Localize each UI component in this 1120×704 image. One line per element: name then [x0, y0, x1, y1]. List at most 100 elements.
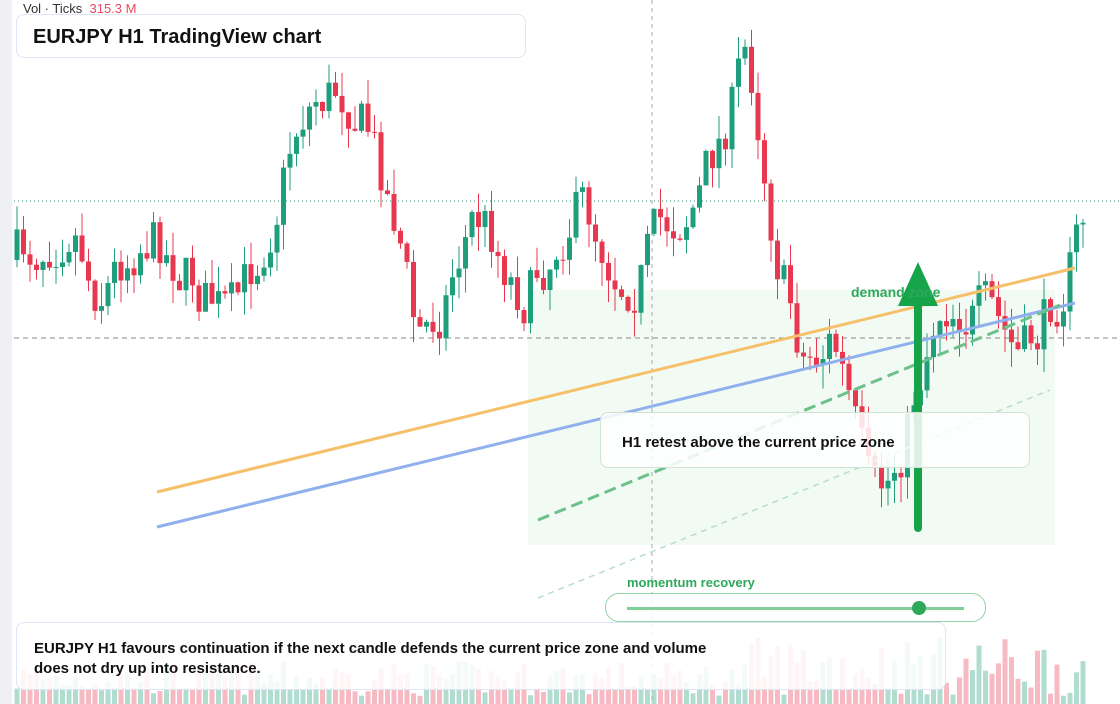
arrow-head: [898, 262, 938, 306]
volume-bar: [307, 677, 312, 704]
candle-body: [970, 305, 975, 335]
candle-body: [1002, 316, 1008, 330]
candle-body: [391, 194, 397, 231]
volume-bar: [73, 676, 78, 704]
volume-bar: [638, 676, 644, 704]
candle-body: [261, 267, 267, 276]
candle-body: [339, 95, 345, 113]
volume-bar: [716, 695, 722, 704]
candle-body: [1048, 299, 1053, 322]
candle-body: [801, 352, 806, 357]
volume-bar: [508, 687, 514, 704]
candle-body: [651, 208, 657, 234]
candle-body: [1067, 252, 1073, 312]
candle-body: [599, 241, 605, 263]
volume-bar: [131, 687, 137, 704]
slider-knob: [912, 601, 926, 615]
volume-bar: [1015, 678, 1021, 704]
candle-body: [729, 86, 735, 150]
volume-bar: [1022, 681, 1027, 704]
candle-body: [944, 321, 949, 327]
candle-body: [144, 253, 150, 259]
candle-body: [443, 295, 449, 339]
candle-body: [723, 138, 728, 150]
volume-bar: [222, 676, 228, 704]
candle-body: [1080, 222, 1086, 225]
candle-body: [554, 259, 559, 270]
volume-bar: [898, 693, 904, 704]
candle-body: [996, 297, 1001, 317]
candle-body: [846, 363, 852, 391]
volume-value: 315.3 M: [89, 1, 137, 16]
volume-bar: [320, 677, 325, 704]
retest-text: H1 retest above the current price zone: [622, 434, 895, 451]
candle-body: [515, 277, 520, 311]
candle-body: [47, 261, 52, 268]
candle-body: [346, 112, 351, 129]
candle-body: [1035, 343, 1040, 350]
volume-bar: [1035, 650, 1040, 704]
candle-body: [1061, 311, 1066, 327]
candle-body: [677, 238, 683, 240]
volume-bar: [112, 687, 117, 704]
candle-body: [60, 262, 65, 268]
candle-body: [255, 275, 260, 285]
candle-body: [274, 224, 280, 253]
volume-bar: [151, 693, 156, 704]
volume-bar: [157, 690, 163, 704]
candle-body: [794, 303, 800, 353]
candle-body: [742, 46, 748, 59]
candle-body: [203, 282, 208, 312]
candle-body: [151, 222, 156, 259]
candle-body: [567, 237, 572, 260]
volume-bar: [1074, 672, 1079, 704]
candle-body: [300, 129, 306, 137]
volume-bar: [105, 681, 111, 704]
candle-body: [73, 235, 78, 252]
candle-body: [775, 240, 780, 280]
candle-body: [138, 253, 143, 276]
candle-body: [196, 285, 202, 312]
volume-bar: [1009, 657, 1014, 704]
volume-bar: [1067, 692, 1073, 704]
volume-bar: [885, 688, 891, 704]
volume-bar: [807, 681, 813, 704]
candle-body: [716, 138, 722, 169]
candle-body: [976, 285, 982, 306]
candle-body: [125, 268, 130, 281]
candle-body: [437, 331, 442, 339]
candle-body: [684, 227, 689, 240]
candle-body: [99, 306, 104, 311]
candle-body: [112, 261, 117, 283]
candle-body: [638, 265, 644, 313]
candle-body: [430, 321, 436, 332]
volume-bar: [190, 687, 195, 704]
volume-bar: [1054, 664, 1060, 704]
volume-bar: [976, 645, 982, 704]
candle-body: [417, 317, 423, 327]
candle-body: [528, 270, 533, 324]
candle-body: [502, 256, 507, 285]
candle-body: [229, 282, 234, 294]
candle-body: [287, 153, 293, 168]
candle-body: [593, 224, 598, 242]
candle-body: [671, 231, 676, 239]
candle-body: [456, 268, 462, 278]
volume-bar: [989, 673, 995, 704]
volume-bar: [242, 694, 247, 704]
volume-bar: [79, 686, 85, 704]
volume-bar: [183, 687, 189, 704]
candle-body: [209, 282, 215, 304]
volume-bar: [632, 686, 637, 704]
candle-body: [664, 217, 670, 232]
candle-body: [372, 131, 377, 133]
candle-body: [879, 466, 884, 489]
volume-bar: [274, 681, 280, 704]
candle-body: [326, 82, 332, 112]
candle-body: [482, 210, 488, 228]
volume-bar: [138, 682, 143, 704]
candle-body: [820, 359, 826, 366]
volume-bar: [40, 679, 46, 704]
candle-body: [931, 335, 936, 358]
